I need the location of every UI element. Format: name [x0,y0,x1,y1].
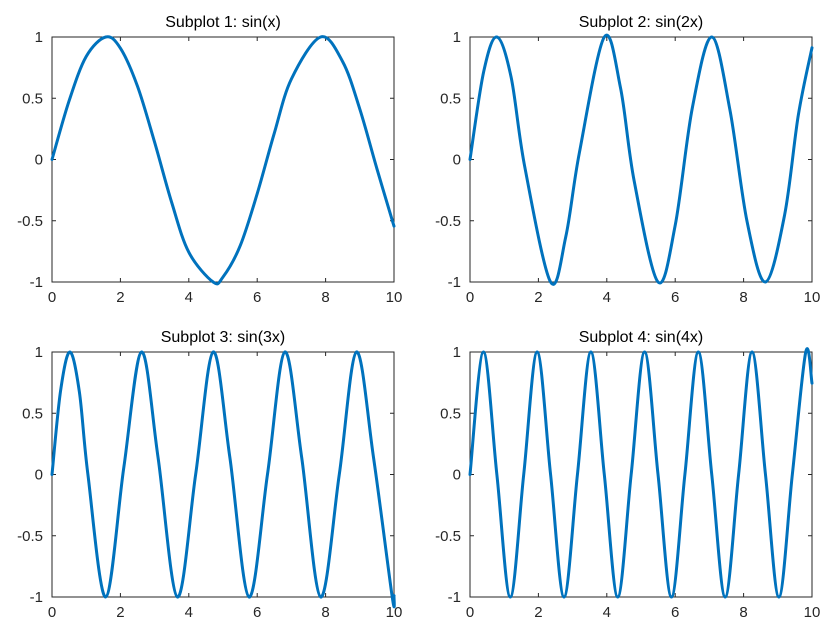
y-tick-label: -1 [30,589,43,606]
y-tick-label: 0 [453,467,461,484]
x-tick-label: 0 [48,289,56,306]
x-tick-label: 0 [48,604,56,621]
y-tick-label: -1 [448,589,461,606]
series-group [468,347,814,599]
x-tick-label: 4 [603,289,611,306]
y-tick-label: -0.5 [17,528,43,545]
subplot-4: Subplot 4: sin(4x) 0 2 4 6 8 10 -1 -0.5 0 0.5 1 [435,329,820,621]
tick-group: 0 2 4 6 8 10 -1 -0.5 0 0.5 1 [435,344,820,621]
y-tick-label: 0 [453,152,461,169]
y-tick-label: 0.5 [22,405,43,422]
y-tick-label: 0 [35,152,43,169]
series-line [468,33,814,286]
subplot-title: Subplot 1: sin(x) [165,14,281,31]
y-tick-label: -1 [448,274,461,291]
x-tick-label: 2 [116,289,124,306]
tick-group: 0 2 4 6 8 10 -1 -0.5 0 0.5 1 [435,29,820,306]
x-tick-label: 2 [534,289,542,306]
series-line [50,350,396,609]
y-tick-label: 0.5 [22,90,43,107]
y-tick-label: -0.5 [435,213,461,230]
x-tick-label: 6 [671,289,679,306]
x-tick-label: 6 [671,604,679,621]
x-tick-label: 8 [321,604,329,621]
x-tick-label: 10 [804,289,821,306]
subplot-title: Subplot 4: sin(4x) [579,329,704,346]
series-group [50,350,396,609]
y-tick-label: 1 [453,29,461,46]
y-tick-label: 1 [453,344,461,361]
tick-group: 0 2 4 6 8 10 -1 -0.5 0 0.5 1 [17,344,402,621]
series-group [50,35,396,286]
x-tick-label: 2 [116,604,124,621]
x-tick-label: 8 [739,604,747,621]
y-tick-label: 0 [35,467,43,484]
x-tick-label: 8 [321,289,329,306]
y-tick-label: 0.5 [440,90,461,107]
axes-frame [51,351,395,598]
x-tick-label: 4 [185,289,193,306]
subplot-1: Subplot 1: sin(x) 0 2 4 6 8 10 -1 -0.5 0 0.5 1 [17,14,402,306]
series-line [468,347,814,599]
y-tick-label: 1 [35,29,43,46]
y-tick-label: -0.5 [435,528,461,545]
x-tick-label: 6 [253,604,261,621]
x-tick-label: 2 [534,604,542,621]
y-tick-label: 1 [35,344,43,361]
subplot-3: Subplot 3: sin(3x) 0 2 4 6 8 10 -1 -0.5 0 0.5 1 [17,329,402,621]
x-tick-label: 0 [466,604,474,621]
y-tick-label: -1 [30,274,43,291]
axes-frame [469,36,813,283]
subplot-2: Subplot 2: sin(2x) 0 2 4 6 8 10 -1 -0.5 0 0.5 1 [435,14,820,306]
x-tick-label: 10 [804,604,821,621]
x-tick-label: 10 [386,289,403,306]
series-line [50,35,396,286]
x-tick-label: 4 [603,604,611,621]
x-tick-label: 4 [185,604,193,621]
y-tick-label: -0.5 [17,213,43,230]
subplot-title: Subplot 3: sin(3x) [161,329,286,346]
subplot-title: Subplot 2: sin(2x) [579,14,704,31]
x-tick-label: 8 [739,289,747,306]
axes-frame [51,36,395,283]
y-tick-label: 0.5 [440,405,461,422]
x-tick-label: 10 [386,604,403,621]
x-tick-label: 6 [253,289,261,306]
series-group [468,33,814,286]
x-tick-label: 0 [466,289,474,306]
axes-frame [469,351,813,598]
